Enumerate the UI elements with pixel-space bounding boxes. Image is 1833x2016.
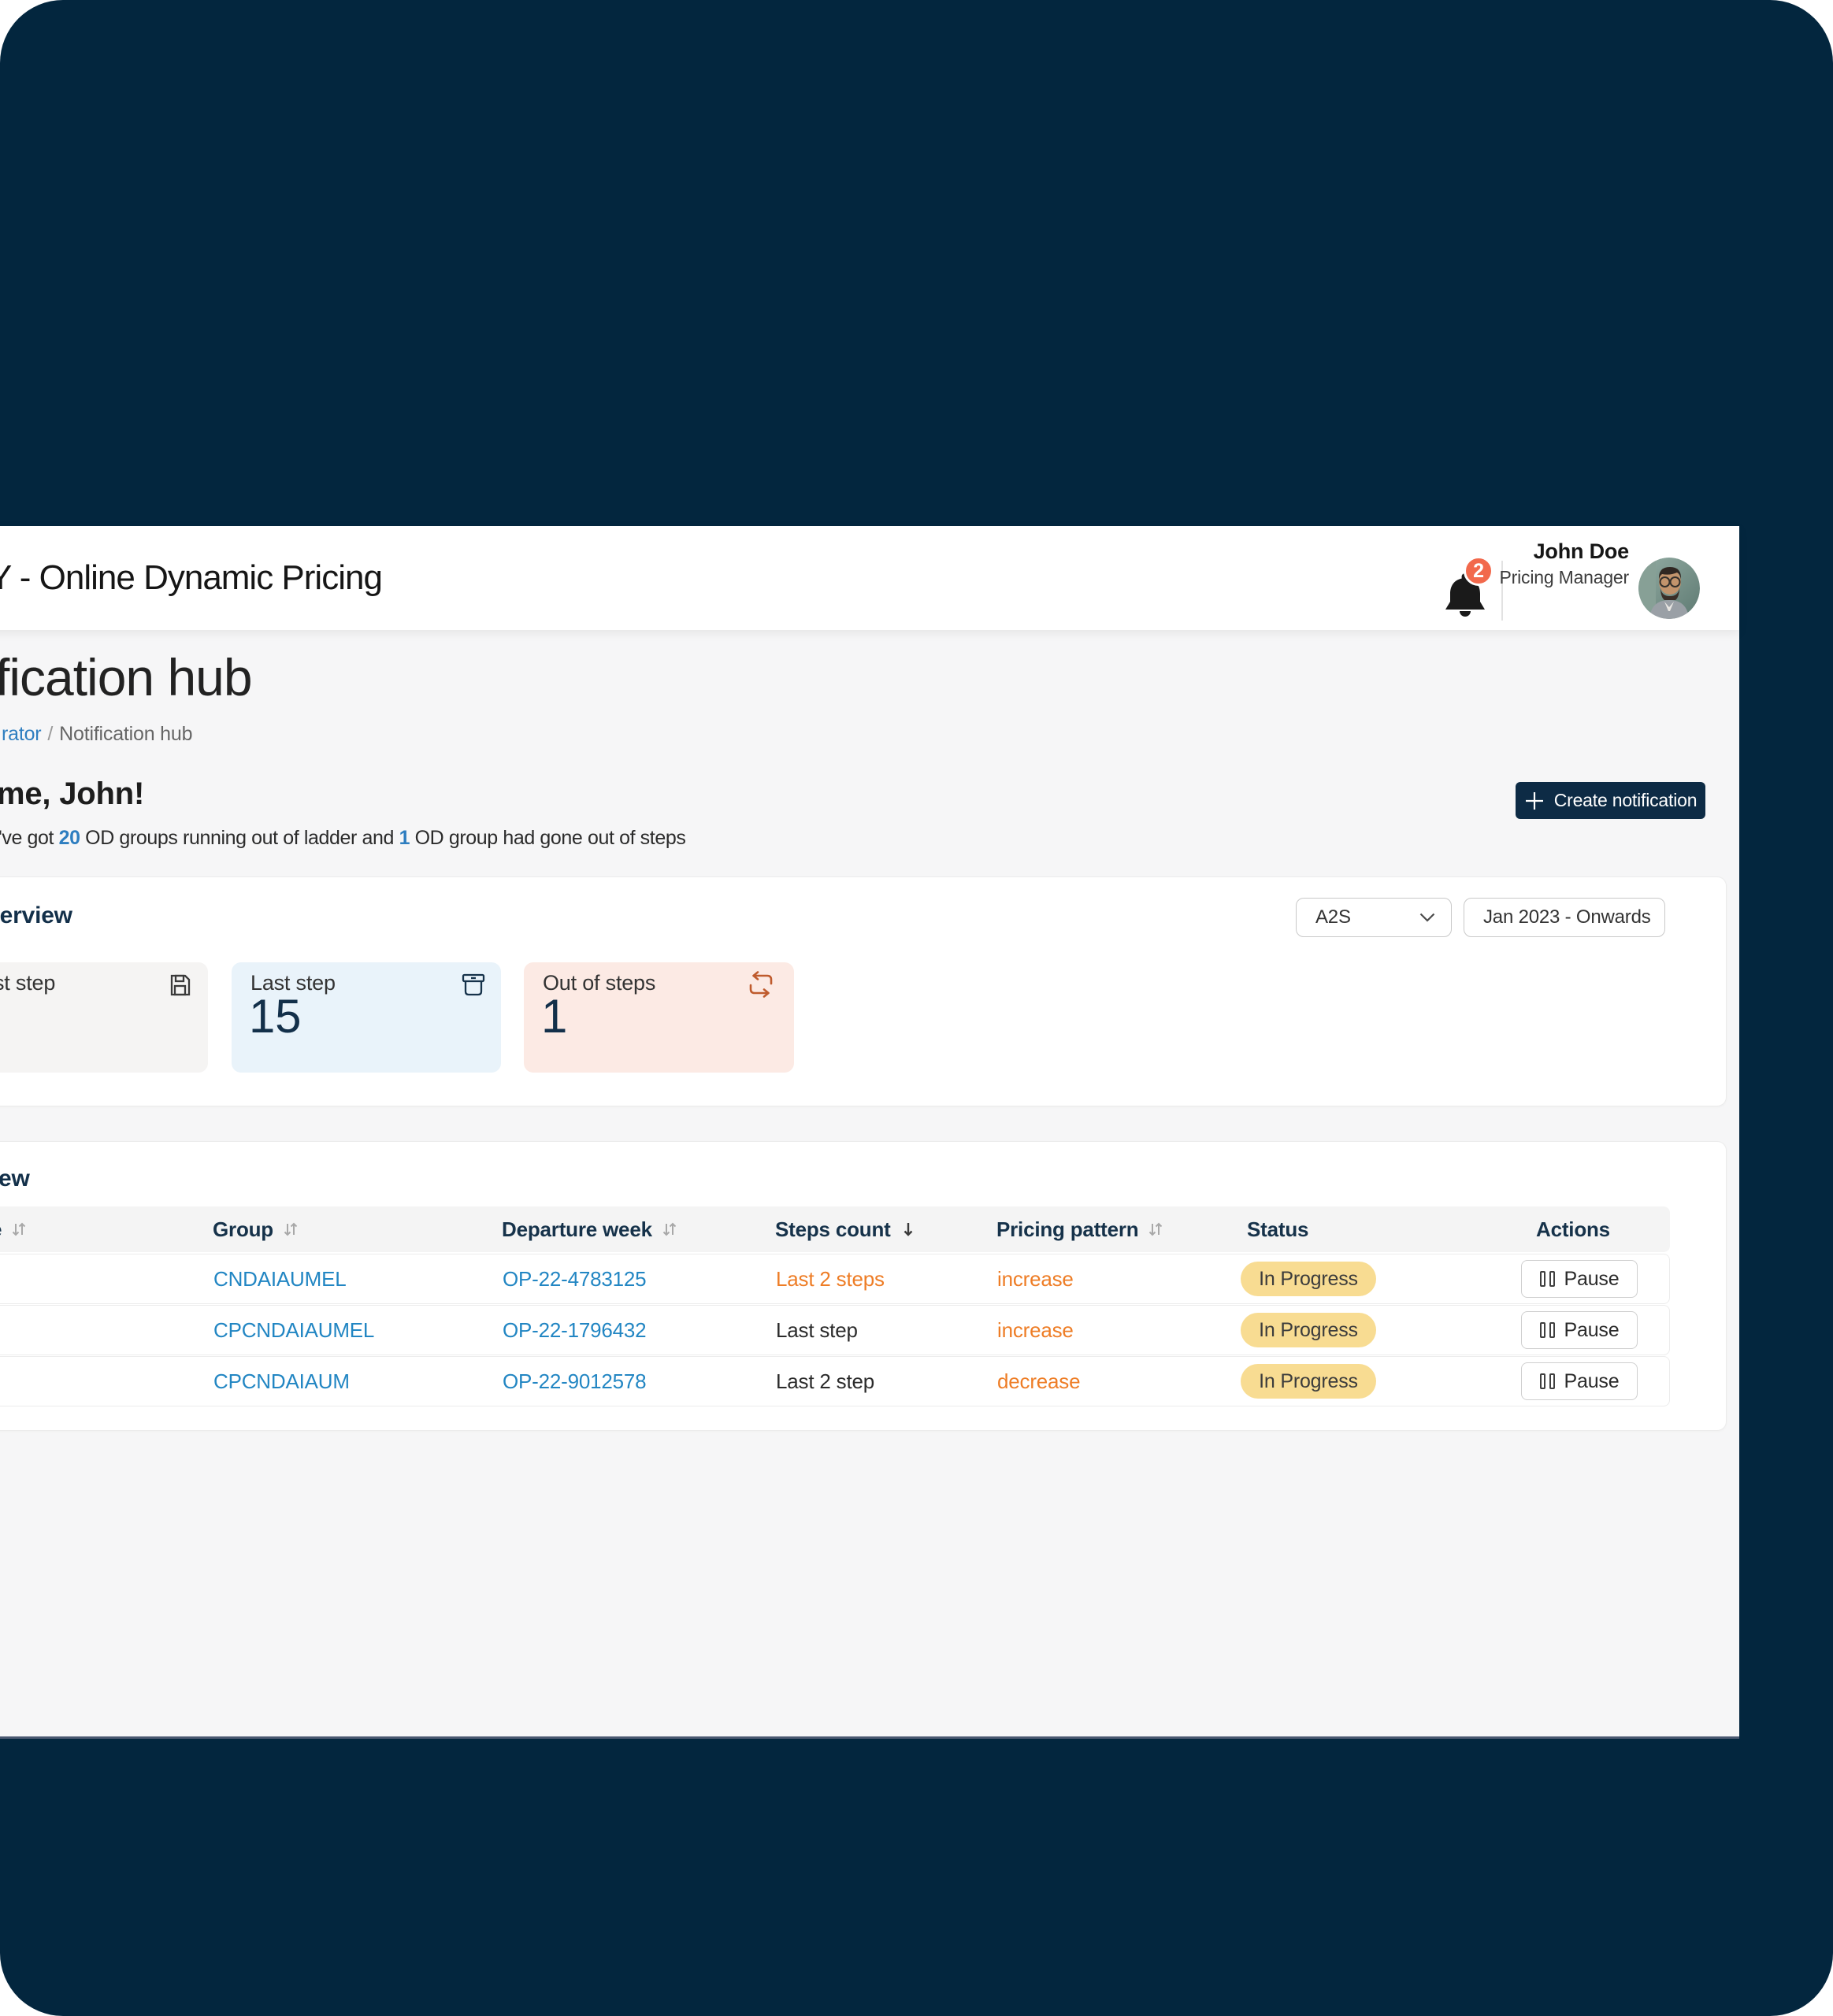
page-title: fication hub [0, 648, 253, 706]
header-divider [1501, 561, 1503, 621]
status-badge: In Progress [1241, 1364, 1376, 1399]
stat-card-last-step [232, 962, 501, 1073]
table-title: ew [0, 1166, 30, 1191]
steps-count-cell: Last 2 step [776, 1369, 874, 1393]
group-link[interactable]: CNDAIAUMEL [213, 1266, 347, 1291]
ladder-count: 20 [58, 827, 80, 849]
column-header-group[interactable]: Group [213, 1206, 300, 1252]
departure-week-link[interactable]: OP-22-1796432 [503, 1317, 647, 1342]
archive-icon [462, 973, 485, 996]
column-header-actions: Actions [1536, 1217, 1610, 1241]
create-notification-label: Create notification [1553, 790, 1698, 810]
table-row: CNDAIAUMEL OP-22-4783125 Last 2 steps in… [0, 1254, 1670, 1304]
date-range-value: Jan 2023 - Onwards [1483, 906, 1651, 928]
notification-count-badge: 2 [1464, 556, 1493, 586]
pricing-pattern-cell: increase [997, 1266, 1074, 1291]
overview-title: Overview [0, 902, 72, 928]
user-name: John Doe [1533, 539, 1630, 563]
pricing-pattern-cell: decrease [997, 1369, 1081, 1393]
avatar[interactable] [1638, 558, 1700, 619]
user-menu[interactable]: John Doe Pricing Manager [1499, 538, 1630, 590]
column-header-pricing-pattern[interactable]: Pricing pattern [996, 1206, 1165, 1252]
group-link[interactable]: CPCNDAIAUM [213, 1369, 350, 1393]
app-window [0, 526, 1739, 1739]
status-badge: In Progress [1241, 1313, 1376, 1347]
swap-arrows-icon [749, 971, 773, 998]
stat-card-3-label: Out of steps [543, 971, 656, 995]
table-header-row: e Group Departure week Steps count [0, 1206, 1670, 1252]
stat-card-1-value: 5 [0, 989, 1, 1043]
sort-both-icon [13, 1222, 26, 1236]
steps-count-cell: Last 2 steps [776, 1266, 885, 1291]
pause-button[interactable]: Pause [1521, 1311, 1638, 1349]
plus-icon [1525, 791, 1543, 810]
pause-icon [1539, 1373, 1555, 1389]
save-icon [170, 974, 191, 996]
app-title: Y - Online Dynamic Pricing [0, 558, 383, 597]
stat-card-first-step [0, 962, 208, 1073]
od-group-select[interactable]: A2S [1296, 898, 1452, 937]
column-header-departure-week[interactable]: Departure week [502, 1206, 679, 1252]
table-row: CPCNDAIAUMEL OP-22-1796432 Last step inc… [0, 1305, 1670, 1355]
create-notification-button[interactable]: Create notification [1516, 782, 1705, 819]
steps-count-cell: Last step [776, 1317, 858, 1342]
breadcrumb: rator / Notification hub [2, 723, 192, 746]
pricing-pattern-cell: increase [997, 1317, 1074, 1342]
pause-button[interactable]: Pause [1521, 1362, 1638, 1400]
pause-icon [1539, 1322, 1555, 1338]
user-role: Pricing Manager [1499, 567, 1630, 587]
steps-count: 1 [399, 827, 410, 849]
notifications-button[interactable]: 2 [1438, 551, 1506, 630]
date-range-select[interactable]: Jan 2023 - Onwards [1464, 898, 1665, 937]
pause-icon [1539, 1271, 1555, 1287]
app-header-bar [0, 526, 1739, 630]
departure-week-link[interactable]: OP-22-9012578 [503, 1369, 647, 1393]
departure-week-link[interactable]: OP-22-4783125 [503, 1266, 647, 1291]
breadcrumb-current: Notification hub [59, 723, 193, 745]
welcome-message: 've got 20 OD groups running out of ladd… [0, 827, 686, 849]
sort-desc-icon [904, 1223, 912, 1236]
pause-label: Pause [1564, 1318, 1620, 1341]
avatar-image [1638, 558, 1700, 619]
column-header-first[interactable]: e [0, 1206, 28, 1252]
column-header-status: Status [1247, 1217, 1309, 1241]
breadcrumb-separator: / [47, 723, 54, 745]
chevron-down-icon [1419, 913, 1435, 922]
stat-card-3-value: 1 [541, 990, 568, 1043]
breadcrumb-parent-link[interactable]: rator [2, 723, 42, 745]
sort-both-icon [1149, 1222, 1163, 1236]
pause-button[interactable]: Pause [1521, 1260, 1638, 1298]
column-header-steps-count[interactable]: Steps count [775, 1206, 918, 1252]
stat-card-2-label: Last step [250, 971, 336, 995]
table-row: CPCNDAIAUM OP-22-9012578 Last 2 step dec… [0, 1356, 1670, 1406]
sort-both-icon [284, 1222, 298, 1236]
sort-both-icon [662, 1222, 677, 1236]
stat-card-2-value: 15 [249, 990, 302, 1043]
group-link[interactable]: CPCNDAIAUMEL [213, 1317, 375, 1342]
pause-label: Pause [1564, 1369, 1620, 1392]
stat-card-out-of-steps [524, 962, 794, 1073]
pause-label: Pause [1564, 1267, 1620, 1290]
status-badge: In Progress [1241, 1262, 1376, 1296]
stat-card-1-label: st step [0, 971, 56, 995]
welcome-heading: me, John! [0, 776, 145, 811]
od-group-value: A2S [1315, 906, 1351, 928]
